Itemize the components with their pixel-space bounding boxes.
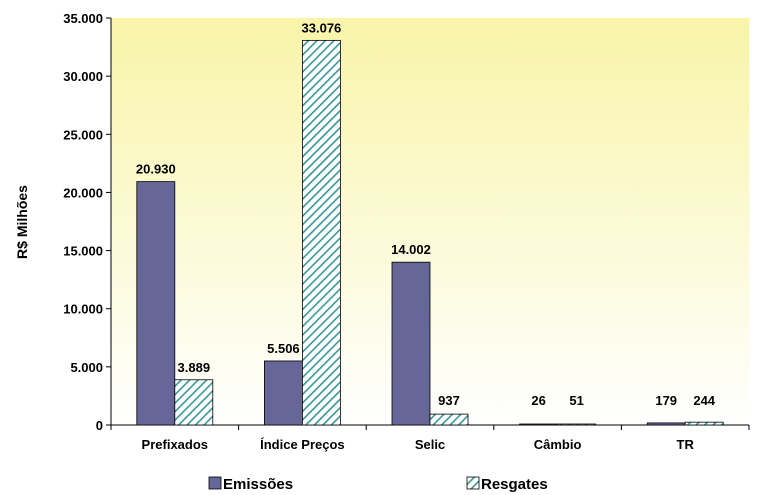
legend-label-resgates: Resgates xyxy=(481,476,548,493)
x-axis: Prefixados Índice Preços Selic Câmbio TR xyxy=(110,424,750,452)
y-tick-label: 10.000 xyxy=(63,302,103,317)
data-label: 26 xyxy=(531,393,545,408)
data-labels: 20.930 3.889 5.506 33.076 14.002 937 26 51 179 24… xyxy=(136,20,716,408)
y-tick-label: 15.000 xyxy=(63,244,103,259)
bar-resgates xyxy=(684,421,724,426)
y-axis: 0 5.000 10.000 15.000 20.000 25.000 30.000 35.0… xyxy=(63,11,112,433)
bar-emissoes xyxy=(646,422,686,426)
data-label: 5.506 xyxy=(267,341,300,356)
y-axis-label: R$ Milhões xyxy=(14,185,30,259)
y-tick-label: 30.000 xyxy=(63,69,103,84)
x-tick-label: Câmbio xyxy=(534,437,582,452)
legend: Emissões Resgates xyxy=(208,476,548,493)
legend-swatch-resgates xyxy=(466,476,480,490)
bar-resgates xyxy=(557,423,596,426)
data-label: 3.889 xyxy=(178,360,211,375)
y-tick-label: 20.000 xyxy=(63,185,103,200)
x-tick-label: Índice Preços xyxy=(260,437,345,452)
data-label: 179 xyxy=(655,393,677,408)
bar-resgates xyxy=(301,39,341,426)
data-label: 14.002 xyxy=(391,242,431,257)
data-label: 244 xyxy=(693,393,715,408)
legend-label-emissoes: Emissões xyxy=(223,476,293,493)
bar-resgates xyxy=(429,413,469,426)
data-label: 33.076 xyxy=(302,20,342,35)
data-label: 937 xyxy=(438,393,460,408)
y-tick-label: 5.000 xyxy=(70,360,103,375)
x-tick-label: TR xyxy=(677,437,695,452)
y-tick-label: 0 xyxy=(96,418,103,433)
bar-emissoes xyxy=(391,261,431,426)
legend-swatch-emissoes xyxy=(208,476,222,490)
bar-emissoes xyxy=(136,181,176,426)
bars xyxy=(136,39,724,426)
y-tick-label: 25.000 xyxy=(63,127,103,142)
bar-emissoes xyxy=(263,360,303,426)
x-tick-label: Prefixados xyxy=(142,437,208,452)
data-label: 51 xyxy=(569,393,583,408)
y-tick-label: 35.000 xyxy=(63,11,103,26)
x-tick-label: Selic xyxy=(415,437,445,452)
bar-emissoes xyxy=(519,423,558,426)
bar-resgates xyxy=(174,379,214,426)
data-label: 20.930 xyxy=(136,162,176,177)
